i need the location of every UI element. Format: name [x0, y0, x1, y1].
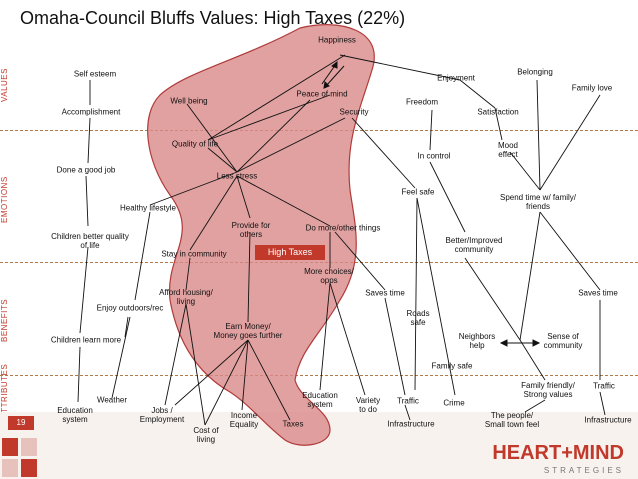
- node-do-more: Do more/other things: [305, 223, 381, 233]
- page-number: 19: [8, 416, 34, 430]
- node-saves-time-right: Saves time: [578, 288, 618, 298]
- node-education-system-center: Education system: [302, 391, 338, 409]
- node-neighbors-help: Neighbors help: [458, 332, 496, 350]
- decorative-squares: [2, 438, 37, 477]
- node-freedom: Freedom: [405, 97, 439, 107]
- node-education-system-left: Education system: [57, 406, 93, 424]
- node-security: Security: [339, 107, 369, 117]
- node-infrastructure-right: Infrastructure: [584, 415, 632, 425]
- node-done-good-job: Done a good job: [56, 165, 116, 175]
- node-traffic: Traffic: [397, 396, 419, 406]
- node-peace-of-mind: Peace of mind: [296, 89, 348, 99]
- node-family-safe: Family safe: [431, 361, 473, 371]
- node-income-equality: Income Equality: [229, 411, 259, 429]
- node-traffic-right: Traffic: [593, 381, 615, 391]
- node-spend-time: Spend time w/ family/ friends: [499, 193, 577, 211]
- divider-benefits-attributes: [0, 375, 638, 376]
- node-people-small-town: The people/ Small town feel: [484, 411, 540, 429]
- node-more-choices: More choices/ opps: [304, 267, 354, 285]
- node-family-love: Family love: [571, 83, 613, 93]
- node-feel-safe: Feel safe: [401, 187, 435, 197]
- node-jobs: Jobs / Employment: [139, 406, 185, 424]
- node-less-stress: Less stress: [216, 171, 258, 181]
- node-healthy-lifestyle: Healthy lifestyle: [119, 203, 177, 213]
- node-cost-of-living: Cost of living: [193, 426, 219, 444]
- node-variety: Variety to do: [355, 396, 381, 414]
- node-happiness: Happiness: [318, 35, 356, 45]
- node-taxes: Taxes: [282, 419, 304, 429]
- node-children-learn: Children learn more: [50, 335, 122, 345]
- node-provide-for-others: Provide for others: [231, 221, 271, 239]
- brand-subtitle: STRATEGIES: [543, 466, 624, 475]
- node-accomplishment: Accomplishment: [61, 107, 121, 117]
- node-satisfaction: Satisfaction: [477, 107, 519, 117]
- highlight-label-high-taxes: High Taxes: [255, 245, 325, 260]
- node-in-control: In control: [417, 151, 451, 161]
- node-infrastructure: Infrastructure: [387, 419, 435, 429]
- highlight-blob: [147, 24, 375, 446]
- node-mood-effect: Mood effect: [497, 141, 519, 159]
- page-title: Omaha-Council Bluffs Values: High Taxes …: [20, 8, 406, 28]
- node-crime: Crime: [443, 398, 465, 408]
- node-well-being: Well being: [170, 96, 208, 106]
- node-saves-time: Saves time: [365, 288, 405, 298]
- node-belonging: Belonging: [517, 67, 553, 77]
- node-quality-of-life: Quality of life: [171, 139, 219, 149]
- node-family-friendly: Family friendly/ Strong values: [521, 381, 575, 399]
- node-stay-in-community: Stay in community: [161, 249, 227, 259]
- node-roads-safe: Roads safe: [406, 309, 430, 327]
- node-better-community: Better/Improved community: [445, 236, 503, 254]
- node-self-esteem: Self esteem: [73, 69, 117, 79]
- node-earn-money: Earn Money/ Money goes further: [213, 322, 283, 340]
- node-afford-housing: Afford housing/ living: [159, 288, 213, 306]
- node-sense-of-community: Sense of community: [543, 332, 583, 350]
- node-enjoyment: Enjoyment: [437, 73, 475, 83]
- node-children-quality: Children better quality of life: [51, 232, 129, 250]
- node-enjoy-outdoors: Enjoy outdoors/rec: [96, 303, 164, 313]
- node-weather: Weather: [96, 395, 128, 405]
- brand-logo: HEART+MIND: [492, 442, 624, 464]
